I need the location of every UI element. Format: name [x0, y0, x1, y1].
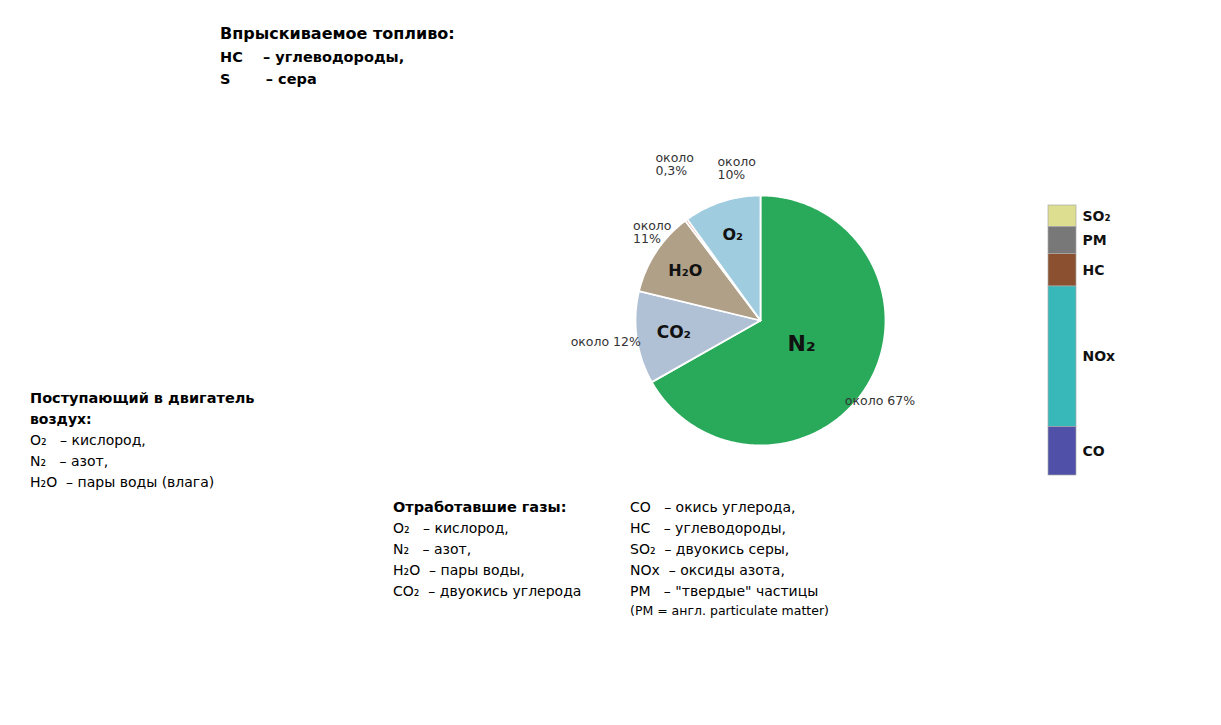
- svg-text:CO₂: CO₂: [657, 322, 691, 342]
- html-text:CO₂ – двуокись углерода: CO₂ – двуокись углерода: [393, 583, 582, 599]
- html-text:воздух:: воздух:: [30, 411, 92, 427]
- html-text:O₂ – кислород,: O₂ – кислород,: [393, 520, 509, 536]
- html-text:Впрыскиваемое топливо:: Впрыскиваемое топливо:: [220, 24, 455, 43]
- html-text:Отработавшие газы:: Отработавшие газы:: [393, 499, 567, 515]
- html-text:O₂ – кислород,: O₂ – кислород,: [30, 432, 146, 448]
- html-text:PM – "твердые" частицы: PM – "твердые" частицы: [630, 583, 819, 599]
- html-text:SO₂ – двуокись серы,: SO₂ – двуокись серы,: [630, 541, 790, 557]
- html-text:H₂O – пары воды (влага): H₂O – пары воды (влага): [30, 474, 215, 490]
- html-text:H₂O – пары воды,: H₂O – пары воды,: [393, 562, 525, 578]
- svg-text:около 67%: около 67%: [845, 393, 915, 408]
- html-text:HC – углеводороды,: HC – углеводороды,: [220, 49, 405, 65]
- html-text:Поступающий в двигатель: Поступающий в двигатель: [30, 390, 255, 406]
- svg-text:CO: CO: [1083, 443, 1105, 459]
- svg-text:SO₂: SO₂: [1083, 208, 1111, 224]
- svg-text:H₂O: H₂O: [668, 261, 702, 280]
- svg-text:около 12%: около 12%: [571, 334, 641, 349]
- html-text:(PM = англ. particulate matter: (PM = англ. particulate matter): [630, 603, 829, 618]
- html-text:HC – углеводороды,: HC – углеводороды,: [630, 520, 786, 536]
- svg-text:около11%: около11%: [633, 218, 671, 246]
- svg-text:около0,3%: около0,3%: [655, 150, 693, 178]
- svg-text:NOх: NOх: [1083, 348, 1116, 364]
- html-text:CO – окись углерода,: CO – окись углерода,: [630, 499, 796, 515]
- html-text:S – сера: S – сера: [220, 71, 317, 87]
- svg-text:PM: PM: [1083, 232, 1107, 248]
- html-text:NOх – оксиды азота,: NOх – оксиды азота,: [630, 562, 785, 578]
- svg-text:N₂: N₂: [788, 331, 816, 356]
- svg-text:HC: HC: [1083, 262, 1105, 278]
- html-text:N₂ – азот,: N₂ – азот,: [393, 541, 472, 557]
- svg-text:O₂: O₂: [722, 225, 743, 244]
- svg-text:около10%: около10%: [717, 154, 755, 182]
- html-text:N₂ – азот,: N₂ – азот,: [30, 453, 109, 469]
